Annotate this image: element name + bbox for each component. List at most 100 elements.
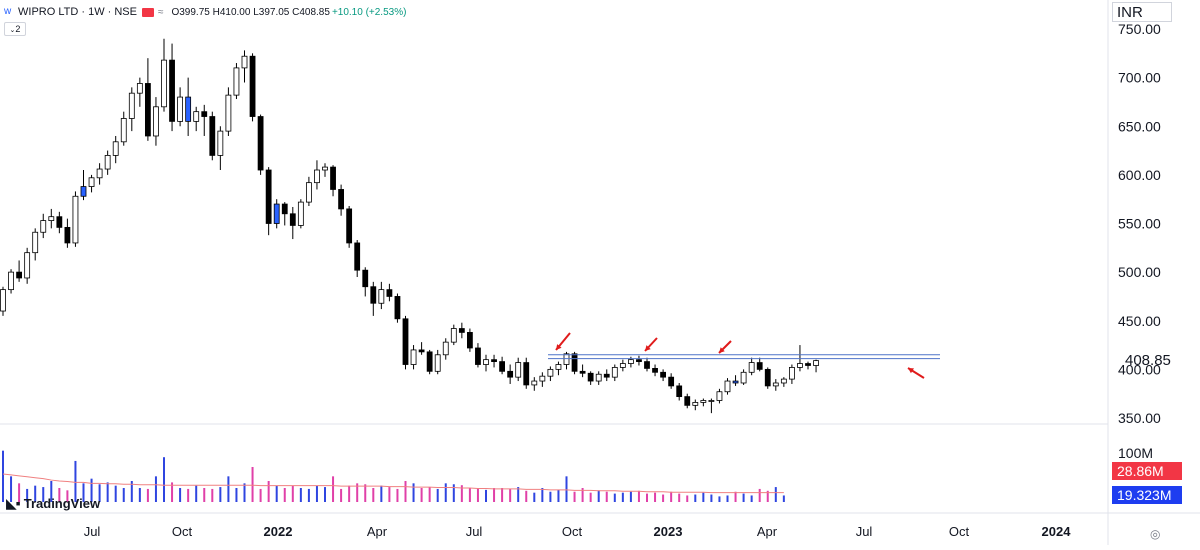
candle	[0, 286, 6, 316]
x-tick-label: Jul	[84, 524, 101, 539]
volume-bar	[774, 487, 777, 502]
volume-bar	[163, 457, 165, 502]
candle-body	[491, 359, 497, 362]
candle-body	[797, 363, 803, 368]
candle-body	[748, 362, 755, 373]
candle	[16, 260, 23, 282]
candle-body	[450, 328, 457, 343]
volume-bar	[436, 488, 439, 502]
flag-icon[interactable]	[141, 7, 154, 17]
logo-text: TradingView	[23, 496, 101, 511]
candle	[805, 361, 811, 370]
volume-bar	[364, 484, 367, 502]
candle-body	[265, 169, 272, 224]
volume-bar	[654, 492, 657, 502]
volume-bar	[251, 467, 254, 502]
candle-body	[483, 359, 489, 365]
candle-body	[475, 347, 481, 365]
candle-body	[88, 177, 95, 187]
candle	[450, 324, 457, 346]
symbol-logo-icon: w	[4, 6, 12, 17]
candle-body	[225, 94, 232, 132]
candle-body	[249, 55, 256, 117]
volume-bar	[646, 493, 648, 502]
candle	[305, 176, 312, 206]
currency-selector[interactable]: INR	[1112, 2, 1172, 22]
volume-bar	[782, 495, 785, 502]
candle-body	[330, 166, 336, 190]
candle-body	[136, 83, 143, 94]
candle	[386, 283, 393, 302]
tradingview-logo[interactable]: ◣▪ TradingView	[6, 495, 100, 512]
candle	[668, 373, 675, 389]
y-tick-label: 750.00	[1118, 21, 1161, 37]
volume-bar	[589, 492, 592, 502]
volume-bar	[98, 484, 101, 502]
candle-body	[587, 372, 594, 382]
candle	[370, 281, 377, 316]
volume-bar	[493, 488, 496, 502]
candle-body	[628, 359, 634, 364]
candle-body	[394, 296, 401, 320]
volume-bar	[702, 492, 705, 502]
candle	[185, 77, 192, 136]
candle	[491, 354, 497, 368]
candle-body	[185, 96, 192, 122]
last-price-tag: 408.85	[1125, 352, 1171, 369]
candle-body	[716, 391, 723, 401]
candle	[644, 357, 650, 372]
settings-icon[interactable]: ◎	[1150, 527, 1161, 541]
candle-body	[0, 289, 6, 312]
candle-body	[434, 354, 441, 372]
candle-body	[80, 186, 87, 197]
volume-bar	[388, 487, 391, 502]
candle	[112, 135, 119, 164]
volume-bar	[74, 460, 77, 502]
volume-bar	[485, 489, 487, 502]
candle-body	[789, 367, 795, 380]
candle	[225, 87, 232, 136]
candle	[499, 356, 506, 375]
indicator-count-badge[interactable]: ⌄2	[4, 22, 26, 36]
volume-bar	[662, 494, 665, 502]
volume-bar	[637, 490, 640, 502]
candle	[161, 38, 167, 112]
candle-body	[297, 201, 304, 226]
data-icon: ≈	[157, 6, 164, 18]
candle	[48, 208, 55, 229]
volume-bar	[629, 491, 632, 502]
candle-body	[772, 382, 779, 387]
volume-bar	[90, 478, 93, 502]
candle-body	[72, 195, 79, 244]
candle-body	[603, 373, 610, 378]
candle-body	[362, 269, 369, 288]
candle-body	[201, 111, 208, 117]
candle-body	[338, 189, 345, 210]
candle	[789, 364, 795, 384]
volume-bar	[171, 482, 174, 502]
volume-bar	[307, 488, 310, 502]
candle	[322, 163, 328, 177]
candle	[265, 167, 272, 236]
candle	[410, 345, 417, 370]
volume-bar	[621, 492, 624, 502]
symbol-legend[interactable]: w WIPRO LTD · 1W · NSE ≈ O399.75 H410.00…	[4, 4, 406, 20]
candle-body	[418, 349, 425, 353]
arrow-head	[908, 368, 914, 374]
volume-bar	[26, 488, 29, 502]
candle-body	[515, 362, 522, 378]
candle-body	[740, 371, 747, 384]
candle	[32, 228, 39, 261]
candle	[652, 364, 658, 377]
symbol-title[interactable]: WIPRO LTD · 1W · NSE	[18, 6, 137, 18]
candle-body	[611, 367, 618, 378]
volume-bar	[509, 488, 512, 502]
x-tick-label: 2022	[264, 524, 293, 539]
candle-body	[48, 216, 55, 221]
candle	[169, 43, 175, 132]
candle-body	[273, 203, 280, 224]
volume-bar	[670, 491, 673, 502]
candle-body	[314, 169, 320, 184]
